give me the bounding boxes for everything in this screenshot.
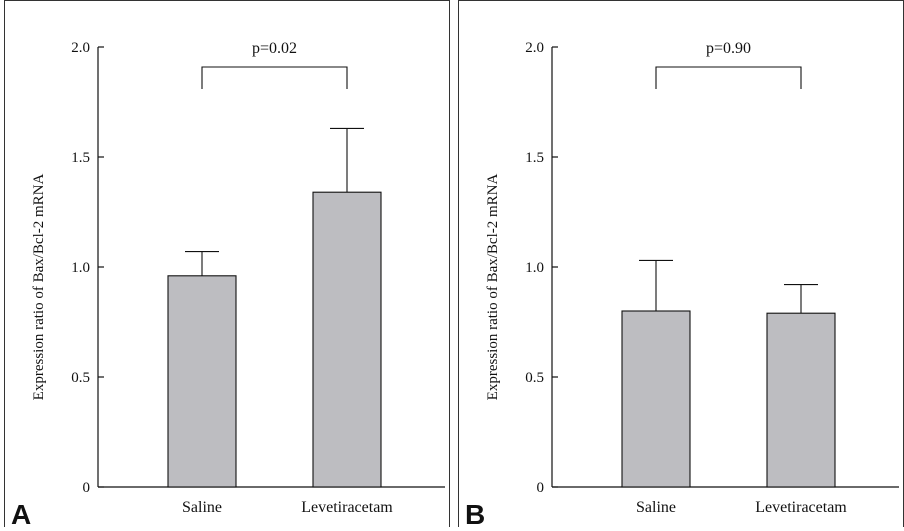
x-category-label: Levetiracetam <box>301 499 393 516</box>
y-tick-label: 0.5 <box>525 370 544 386</box>
x-category-label: Saline <box>182 499 222 516</box>
y-tick-label: 1.0 <box>71 260 90 276</box>
bar-levetiracetam <box>312 191 382 488</box>
x-category-label: Levetiracetam <box>755 499 847 516</box>
panel-label-b: B <box>465 499 486 530</box>
significance-bracket <box>655 66 802 89</box>
y-tick-label: 2.0 <box>71 40 90 56</box>
y-tick-label: 2.0 <box>525 40 544 56</box>
y-tick-label: 1.5 <box>71 150 90 166</box>
chart-panel-b: 0 0.5 1.0 1.5 2.0 Expression ratio of Bax/Bcl… <box>458 0 904 530</box>
chart-panel-a: 0 0.5 1.0 1.5 2.0 Expression ratio of Bax/Bcl… <box>4 0 450 530</box>
x-category-label: Saline <box>636 499 676 516</box>
y-axis-label: Expression ratio of Bax/Bcl-2 mRNA <box>485 174 501 401</box>
panel-label-a: A <box>11 499 32 530</box>
y-tick-label: 0 <box>83 480 91 496</box>
y-tick-label: 1.0 <box>525 260 544 276</box>
bar-saline <box>167 275 237 488</box>
y-axis-label: Expression ratio of Bax/Bcl-2 mRNA <box>31 174 47 401</box>
p-value-label: p=0.90 <box>706 40 751 57</box>
y-tick-label: 0.5 <box>71 370 90 386</box>
p-value-label: p=0.02 <box>252 40 297 57</box>
y-tick-label: 1.5 <box>525 150 544 166</box>
bar-chart-a: 0 0.5 1.0 1.5 2.0 Expression ratio of Bax/Bcl… <box>31 40 445 516</box>
bar-saline <box>621 310 691 488</box>
significance-bracket <box>201 66 348 89</box>
y-tick-label: 0 <box>537 480 545 496</box>
bar-chart-b: 0 0.5 1.0 1.5 2.0 Expression ratio of Bax/Bcl… <box>485 40 899 516</box>
bar-levetiracetam <box>766 312 836 488</box>
